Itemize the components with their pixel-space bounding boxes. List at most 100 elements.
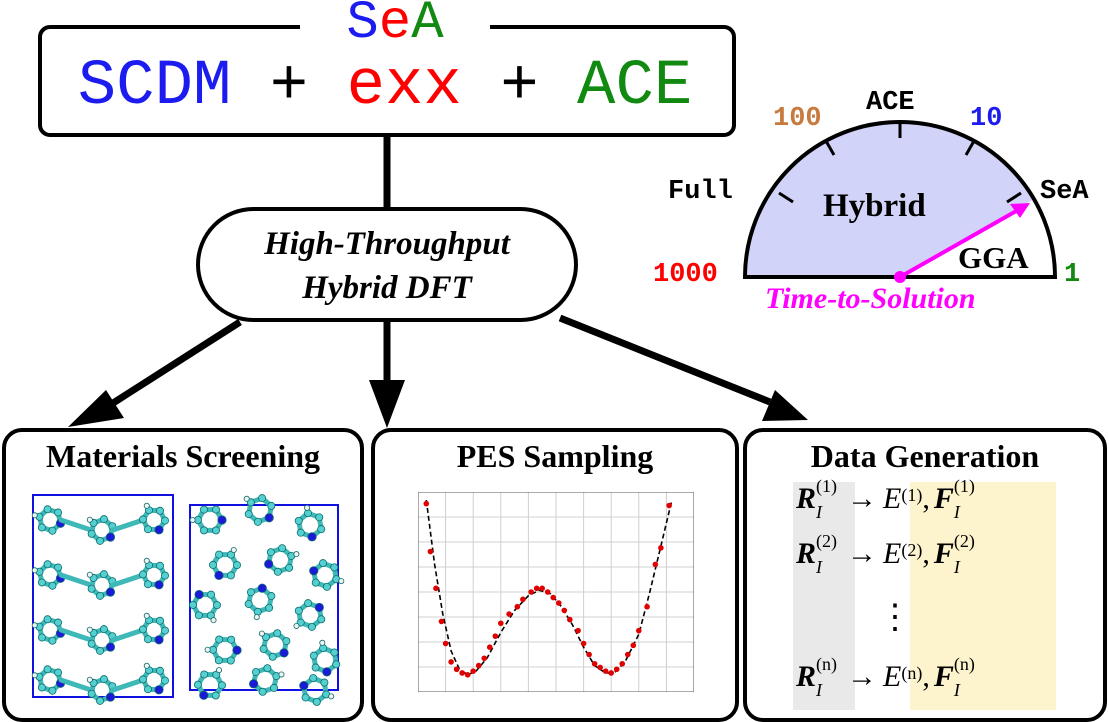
position-symbol-base: R	[796, 537, 817, 570]
energy-symbol-superscript: (2)	[901, 540, 923, 561]
bond	[58, 677, 94, 693]
formula-plus-1: +	[231, 51, 347, 123]
carbon-atom	[99, 625, 108, 634]
force-symbol-base: F	[933, 537, 954, 570]
arrow-head-left	[68, 390, 124, 427]
carbon-atom	[227, 635, 236, 644]
pes-point	[544, 589, 551, 595]
pes-point	[438, 618, 445, 625]
carbon-atom	[96, 536, 105, 545]
hydrogen-atom	[293, 551, 300, 558]
carbon-atom	[155, 616, 164, 625]
carbon-atom	[332, 660, 341, 669]
molecule-chains-left	[31, 502, 169, 705]
carbon-atom	[263, 664, 272, 673]
pes-point	[591, 660, 598, 667]
hybrid-dft-line2: Hybrid DFT	[302, 270, 472, 306]
hydrogen-atom	[210, 617, 217, 624]
data-row: R (n) I → E (n), F (n) I	[796, 655, 975, 701]
carbon-atom	[96, 591, 105, 600]
carbon-atom	[214, 656, 223, 665]
carbon-atom	[307, 622, 316, 631]
carbon-atom	[212, 601, 221, 610]
maps-to-arrow: →	[847, 660, 878, 693]
hydrogen-atom	[86, 676, 93, 683]
position-symbol: R (2) I	[796, 532, 837, 576]
pes-point	[539, 585, 545, 592]
pes-point	[442, 640, 449, 647]
carbon-atom	[278, 544, 287, 553]
carbon-atom	[317, 615, 326, 624]
carbon-atom	[258, 687, 267, 696]
carbon-atom	[96, 646, 105, 655]
pes-points	[423, 500, 672, 678]
force-symbol-subscript: I	[953, 557, 960, 578]
nitrogen-atom	[257, 583, 267, 593]
nitrogen-atom	[314, 602, 324, 613]
position-symbol-subscript: I	[816, 502, 823, 523]
formula-exx: exx	[346, 51, 462, 123]
nitrogen-atom	[264, 513, 274, 523]
sea-title-s: S	[346, 0, 379, 54]
pes-point	[453, 666, 460, 673]
energy-symbol: E (1)	[883, 482, 922, 516]
energy-symbol-base: E	[883, 660, 902, 693]
gauge-outline	[742, 120, 1058, 279]
hydrogen-atom	[328, 693, 335, 700]
hydrogen-atom	[319, 639, 326, 646]
carbon-atom	[311, 663, 320, 672]
carbon-atom	[309, 651, 318, 660]
carbon-atom	[296, 528, 305, 537]
sea-title-se: Se	[346, 0, 411, 54]
force-symbol-base: F	[933, 482, 954, 515]
carbon-atom	[315, 513, 324, 522]
carbon-atom	[54, 618, 63, 627]
hydrogen-atom	[143, 557, 150, 564]
position-symbol-subscript: I	[816, 680, 823, 701]
pes-point	[666, 502, 672, 509]
carbon-atom	[253, 517, 262, 526]
pes-fit-curve	[425, 499, 673, 676]
data-row: R (1) I → E (1), F (1) I	[796, 477, 975, 523]
hydrogen-atom	[143, 612, 150, 619]
unit-cell-left	[32, 494, 174, 698]
bond	[110, 517, 146, 533]
pes-point	[613, 666, 620, 673]
pes-point	[506, 611, 512, 617]
carbon-atom	[304, 599, 313, 608]
position-symbol-base: R	[796, 660, 817, 693]
nitrogen-atom	[154, 635, 164, 645]
nitrogen-atom	[309, 566, 319, 576]
pes-point	[514, 603, 521, 610]
hydrogen-atom	[86, 626, 93, 633]
nitrogen-atom	[194, 589, 204, 600]
gauge-needle-tip	[1010, 203, 1030, 218]
carbon-atom	[160, 571, 169, 580]
input-column-bg	[793, 482, 855, 710]
gauge-label-10: 10	[970, 104, 1003, 134]
carbon-atom	[99, 675, 108, 684]
hydrogen-atom	[216, 667, 223, 674]
carbon-atom	[322, 582, 331, 591]
nitrogen-atom	[217, 515, 227, 525]
gauge-label-ace: ACE	[866, 88, 915, 118]
pes-point	[561, 607, 568, 614]
carbon-atom	[48, 686, 57, 695]
hydrogen-atom	[278, 671, 285, 678]
force-symbol-superscript: (2)	[953, 531, 975, 552]
position-symbol-superscript: (2)	[816, 531, 838, 552]
gauge-needle-pivot	[894, 271, 906, 283]
pes-point	[630, 642, 637, 649]
carbon-atom	[301, 693, 310, 702]
carbon-atom	[251, 668, 260, 677]
carbon-atom	[226, 571, 235, 580]
force-symbol: F (1) I	[933, 477, 975, 521]
carbon-atom	[320, 678, 329, 687]
carbon-atom	[215, 635, 224, 644]
pes-point	[433, 585, 439, 592]
bond	[110, 677, 146, 693]
carbon-atom	[207, 590, 216, 599]
carbon-atom	[312, 697, 321, 706]
bond	[110, 627, 146, 643]
pes-point	[580, 640, 587, 647]
